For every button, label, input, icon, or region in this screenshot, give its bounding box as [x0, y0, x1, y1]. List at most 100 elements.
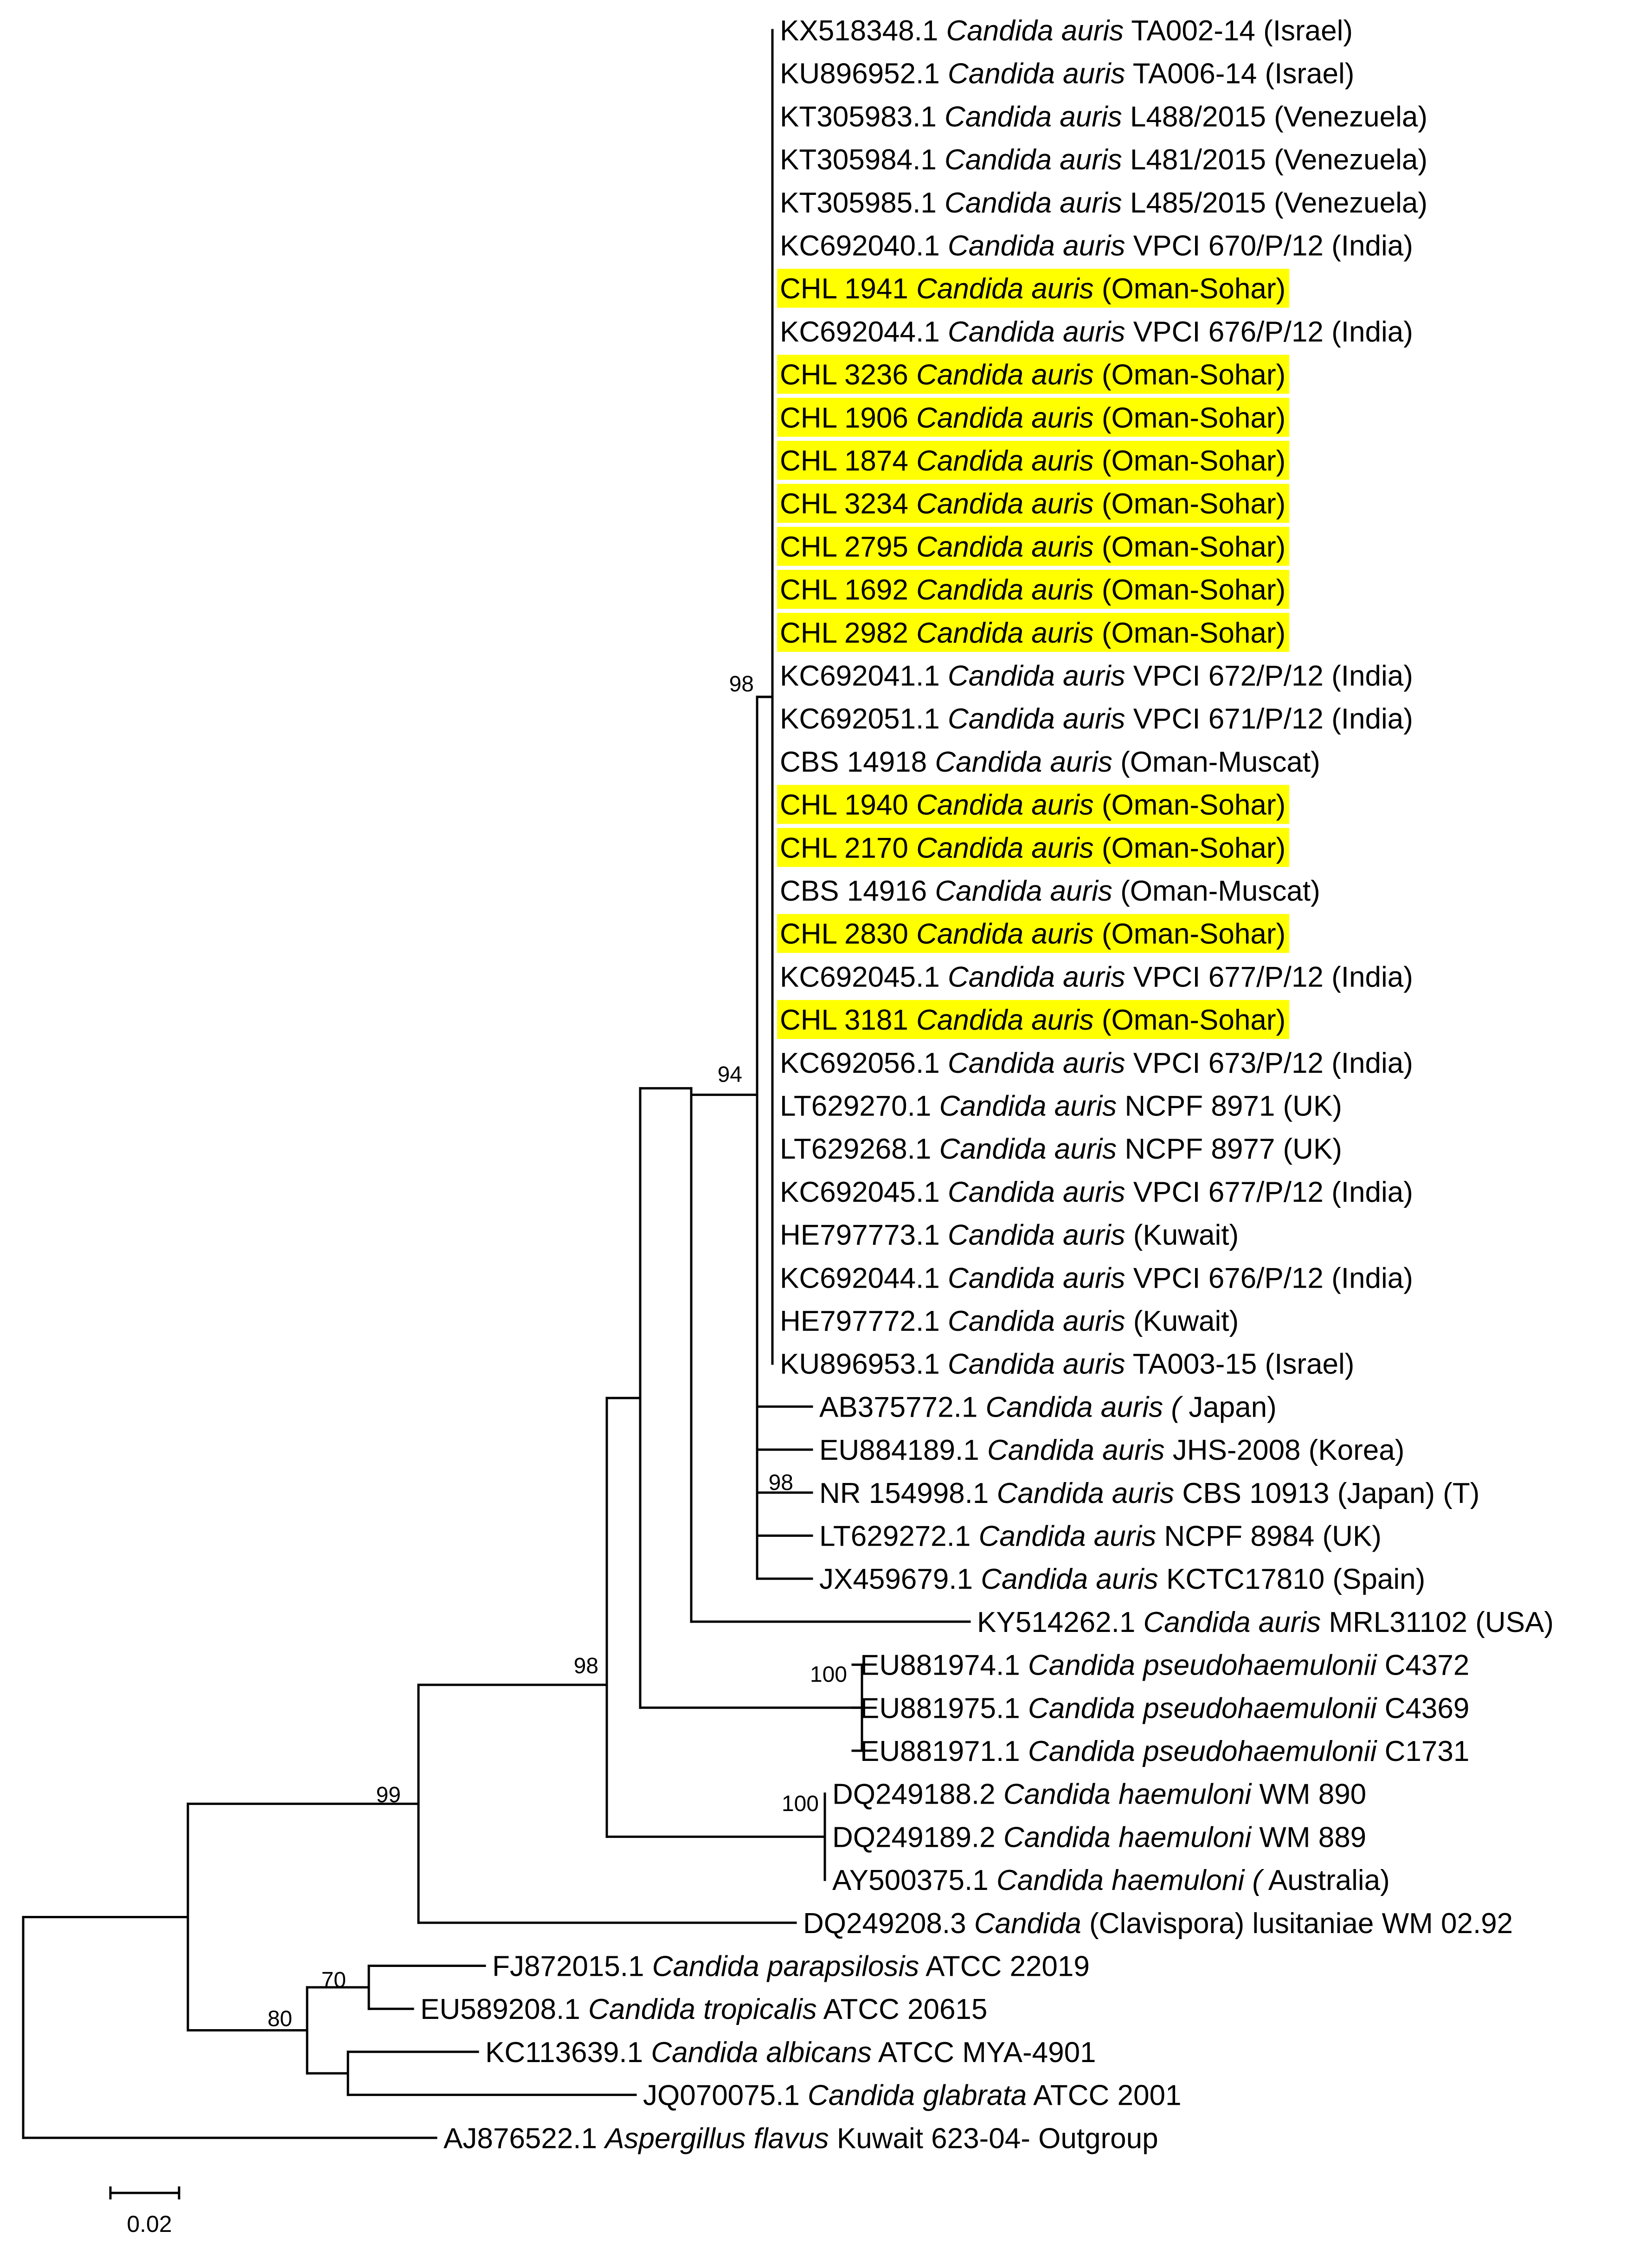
- leaf-label: KC692040.1 Candida auris VPCI 670/P/12 (…: [780, 230, 1413, 262]
- leaf-accession: KY514262.1: [977, 1606, 1144, 1638]
- leaf-label: CHL 3234 Candida auris (Oman-Sohar): [780, 488, 1286, 520]
- leaf-accession: KC692056.1: [780, 1047, 948, 1079]
- leaf-accession: KT305985.1: [780, 187, 945, 219]
- leaf-strain: KCTC17810 (Spain): [1158, 1563, 1426, 1595]
- branch-layer: [22, 29, 971, 2139]
- leaf-strain: Australia): [1262, 1864, 1390, 1896]
- leaf-accession: KC113639.1: [485, 2037, 651, 2069]
- leaf-label: NR 154998.1 Candida auris CBS 10913 (Jap…: [819, 1477, 1479, 1509]
- leaf-label: KT305983.1 Candida auris L488/2015 (Vene…: [780, 101, 1427, 133]
- highlight-box: [777, 570, 1290, 609]
- leaf-strain: JHS-2008 (Korea): [1165, 1434, 1405, 1466]
- leaf-accession: EU881971.1: [860, 1735, 1028, 1767]
- leaf-strain: NCPF 8977 (UK): [1117, 1133, 1342, 1165]
- leaf-strain: MRL31102 (USA): [1321, 1606, 1554, 1638]
- leaf-species: Candida auris: [946, 15, 1124, 47]
- leaf-label: CHL 2830 Candida auris (Oman-Sohar): [780, 918, 1286, 950]
- leaf-accession: HE797772.1: [780, 1305, 948, 1337]
- leaf-accession: KC692045.1: [780, 1176, 948, 1208]
- leaf-labels: KX518348.1 Candida auris TA002-14 (Israe…: [420, 15, 1554, 2154]
- leaf-strain: (Oman-Sohar): [1094, 531, 1286, 563]
- leaf-label: EU884189.1 Candida auris JHS-2008 (Korea…: [819, 1434, 1404, 1466]
- leaf-label: JQ070075.1 Candida glabrata ATCC 2001: [643, 2080, 1181, 2112]
- highlight-box: [777, 612, 1290, 652]
- leaf-label: CHL 1874 Candida auris (Oman-Sohar): [780, 445, 1286, 477]
- leaf-accession: HE797773.1: [780, 1219, 948, 1251]
- leaf-label: AB375772.1 Candida auris ( Japan): [819, 1391, 1277, 1423]
- leaf-label: AJ876522.1 Aspergillus flavus Kuwait 623…: [444, 2122, 1158, 2154]
- leaf-label: DQ249208.3 Candida (Clavispora) lusitani…: [803, 1908, 1513, 1940]
- leaf-strain: Kuwait 623-04- Outgroup: [829, 2122, 1158, 2154]
- leaf-label: LT629272.1 Candida auris NCPF 8984 (UK): [819, 1521, 1382, 1553]
- leaf-species: Candida auris: [916, 918, 1094, 950]
- leaf-species: Candida auris: [948, 1219, 1125, 1251]
- leaf-accession: KT305984.1: [780, 144, 945, 176]
- leaf-accession: CHL 1941: [780, 273, 916, 305]
- leaf-species: Candida auris: [981, 1563, 1158, 1595]
- leaf-label: KC692044.1 Candida auris VPCI 676/P/12 (…: [780, 1262, 1413, 1294]
- leaf-strain: VPCI 671/P/12 (India): [1125, 703, 1413, 735]
- leaf-label: HE797772.1 Candida auris (Kuwait): [780, 1305, 1239, 1337]
- leaf-species: Candida tropicalis: [588, 1993, 817, 2025]
- leaf-label: EU881975.1 Candida pseudohaemulonii C436…: [860, 1692, 1469, 1724]
- highlight-box: [777, 828, 1290, 867]
- leaf-accession: EU589208.1: [420, 1993, 588, 2025]
- leaf-species: Candida auris: [939, 1133, 1117, 1165]
- leaf-accession: AJ876522.1: [444, 2122, 605, 2154]
- leaf-strain: TA006-14 (Israel): [1125, 58, 1355, 90]
- leaf-strain: VPCI 676/P/12 (India): [1125, 316, 1413, 348]
- leaf-accession: JX459679.1: [819, 1563, 981, 1595]
- leaf-species: Candida auris: [945, 144, 1122, 176]
- highlight-box: [777, 355, 1290, 394]
- leaf-strain: C4369: [1376, 1692, 1469, 1724]
- leaf-species: Candida auris: [916, 531, 1094, 563]
- highlight-box: [777, 441, 1290, 480]
- leaf-accession: FJ872015.1: [492, 1951, 652, 1983]
- leaf-strain: L488/2015 (Venezuela): [1122, 101, 1427, 133]
- highlight-box: [777, 785, 1290, 824]
- leaf-strain: (Oman-Sohar): [1094, 488, 1286, 520]
- bootstrap-value: 98: [574, 1654, 598, 1678]
- leaf-label: EU881974.1 Candida pseudohaemulonii C437…: [860, 1650, 1469, 1682]
- leaf-accession: KC692044.1: [780, 316, 948, 348]
- leaf-label: EU589208.1 Candida tropicalis ATCC 20615: [420, 1993, 987, 2025]
- leaf-accession: AY500375.1: [832, 1864, 996, 1896]
- leaf-label: KU896952.1 Candida auris TA006-14 (Israe…: [780, 58, 1354, 90]
- leaf-species: Candida auris: [979, 1521, 1157, 1553]
- leaf-label: KT305984.1 Candida auris L481/2015 (Vene…: [780, 144, 1427, 176]
- leaf-label: LT629270.1 Candida auris NCPF 8971 (UK): [780, 1090, 1342, 1122]
- leaf-species: Candida auris: [945, 101, 1122, 133]
- leaf-strain: WM 890: [1251, 1779, 1366, 1811]
- leaf-strain: VPCI 677/P/12 (India): [1125, 961, 1413, 993]
- leaf-label: KC692045.1 Candida auris VPCI 677/P/12 (…: [780, 961, 1413, 993]
- leaf-label: HE797773.1 Candida auris (Kuwait): [780, 1219, 1239, 1251]
- leaf-label: LT629268.1 Candida auris NCPF 8977 (UK): [780, 1133, 1342, 1165]
- leaf-species: Candida: [974, 1908, 1081, 1940]
- leaf-species: Candida auris: [948, 1262, 1125, 1294]
- leaf-strain: C1731: [1376, 1735, 1469, 1767]
- leaf-label: CHL 2795 Candida auris (Oman-Sohar): [780, 531, 1286, 563]
- highlight-box: [777, 1000, 1290, 1039]
- highlight-box: [777, 269, 1290, 308]
- leaf-strain: WM 889: [1251, 1821, 1366, 1853]
- leaf-strain: L481/2015 (Venezuela): [1122, 144, 1427, 176]
- leaf-strain: (Oman-Sohar): [1094, 1004, 1286, 1036]
- leaf-species: Candida haemuloni (: [996, 1864, 1264, 1896]
- leaf-label: KC113639.1 Candida albicans ATCC MYA-490…: [485, 2037, 1096, 2069]
- leaf-accession: CHL 3236: [780, 359, 916, 391]
- leaf-species: Candida auris: [916, 402, 1094, 434]
- leaf-accession: DQ249188.2: [832, 1779, 1003, 1811]
- leaf-accession: KC692045.1: [780, 961, 948, 993]
- leaf-species: Candida auris: [916, 574, 1094, 606]
- leaf-strain: ATCC 2001: [1027, 2080, 1181, 2112]
- leaf-species: Candida auris (: [986, 1391, 1183, 1423]
- highlight-box: [777, 484, 1290, 523]
- leaf-accession: CHL 1692: [780, 574, 916, 606]
- leaf-label: KC692056.1 Candida auris VPCI 673/P/12 (…: [780, 1047, 1413, 1079]
- leaf-accession: CBS 14918: [780, 746, 935, 778]
- leaf-species: Candida auris: [948, 660, 1125, 692]
- leaf-accession: KC692044.1: [780, 1262, 948, 1294]
- leaf-strain: ATCC MYA-4901: [872, 2037, 1096, 2069]
- leaf-strain: CBS 10913 (Japan) (T): [1174, 1477, 1479, 1509]
- leaf-strain: ATCC 20615: [817, 1993, 988, 2025]
